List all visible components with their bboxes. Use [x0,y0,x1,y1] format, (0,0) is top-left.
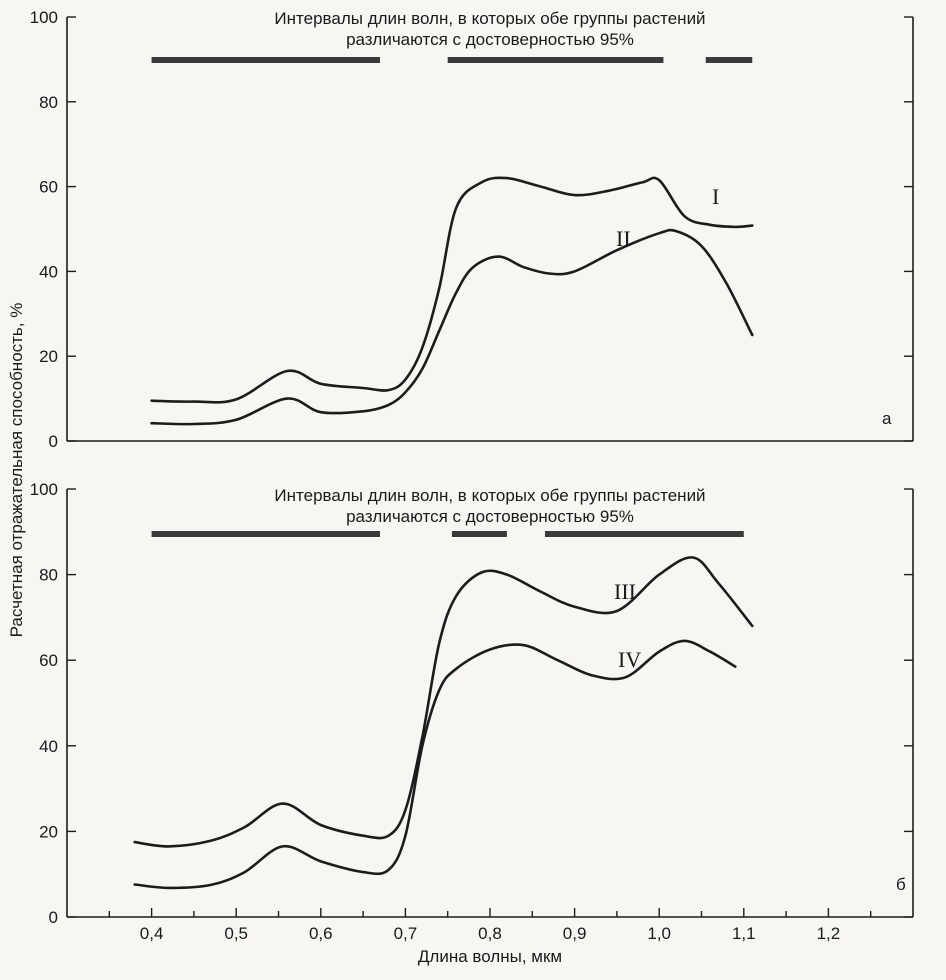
x-tick-label: 0,8 [478,924,502,943]
series-label: I [712,184,719,209]
x-tick-label: 0,4 [140,924,164,943]
series-label: III [614,579,636,604]
y-tick-label: 0 [49,432,58,451]
y-tick-label: 40 [39,262,58,281]
series-line-IV [133,639,737,890]
y-tick-label: 40 [39,737,58,756]
panel-letter: а [882,409,892,428]
series-line-II [150,228,754,426]
x-tick-label: 0,9 [563,924,587,943]
interval-note-line1: Интервалы длин волн, в которых обе групп… [274,9,705,28]
interval-note-line1: Интервалы длин волн, в которых обе групп… [274,486,705,505]
panel-b: 0 20 40 60 80 100 0,4 0,5 0,6 0,7 0,8 0,9 1,0 1,1 1,2 И… [30,480,914,943]
interval-note-line2: различаются с достоверностью 95% [346,507,634,526]
series-label: II [616,226,631,251]
x-tick-label: 0,5 [224,924,248,943]
y-tick-label: 80 [39,93,58,112]
y-tick-label: 100 [30,8,58,27]
series-line-III [133,556,754,848]
x-tick-label: 1,1 [732,924,756,943]
panel-letter: б [896,875,906,894]
y-axis-title: Расчетная отражательная способность, % [7,303,26,638]
y-tick-label: 20 [39,347,58,366]
y-tick-label: 60 [39,178,58,197]
x-axis-title: Длина волны, мкм [418,947,562,966]
panel-a: 0 20 40 60 80 100 Интервалы длин волн, в котор… [30,8,914,451]
y-tick-label: 100 [30,480,58,499]
y-tick-label: 20 [39,822,58,841]
y-tick-label: 60 [39,651,58,670]
x-tick-label: 0,7 [394,924,418,943]
interval-note-line2: различаются с достоверностью 95% [346,30,634,49]
series-line-I [150,176,754,404]
x-tick-label: 0,6 [309,924,333,943]
series-label: IV [618,647,641,672]
y-tick-label: 0 [49,908,58,927]
x-tick-label: 1,0 [647,924,671,943]
interval-note: Интервалы длин волн, в которых обе групп… [274,486,705,526]
y-tick-label: 80 [39,566,58,585]
interval-note: Интервалы длин волн, в которых обе групп… [274,9,705,49]
x-tick-label: 1,2 [817,924,841,943]
